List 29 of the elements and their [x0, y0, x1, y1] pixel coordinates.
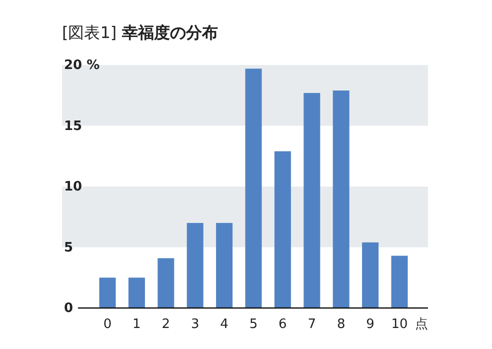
x-tick-label: 1	[132, 317, 141, 332]
bar	[128, 278, 145, 308]
x-tick-label: 5	[249, 317, 258, 332]
x-tick-label: 6	[278, 317, 287, 332]
bar	[332, 90, 350, 308]
x-tick-label: 3	[190, 317, 200, 332]
bar	[186, 222, 204, 308]
x-tick-label: 9	[366, 317, 374, 332]
bar	[391, 256, 408, 308]
x-tick-label: 0	[103, 317, 112, 332]
bar	[245, 68, 262, 308]
y-tick-label: 15	[64, 118, 82, 134]
bar	[362, 242, 379, 308]
bar	[274, 151, 291, 308]
bar	[216, 222, 233, 308]
x-tick-label: 4	[220, 317, 228, 332]
x-tick-label: 8	[336, 317, 346, 332]
bar	[304, 92, 320, 308]
y-tick-label: 5	[64, 240, 74, 255]
x-tick-label: 7	[308, 317, 316, 332]
x-tick-label: 10	[391, 317, 408, 332]
y-tick-label: 10	[64, 179, 82, 194]
bar	[99, 278, 116, 308]
y-tick-label: 0	[64, 300, 74, 316]
y-tick-label: 20 %	[64, 58, 100, 72]
bar	[158, 258, 174, 308]
x-tick-label: 2	[162, 317, 170, 332]
x-axis-title: 点	[415, 317, 428, 332]
chart-title: [図表1] 幸福度の分布	[62, 23, 218, 42]
